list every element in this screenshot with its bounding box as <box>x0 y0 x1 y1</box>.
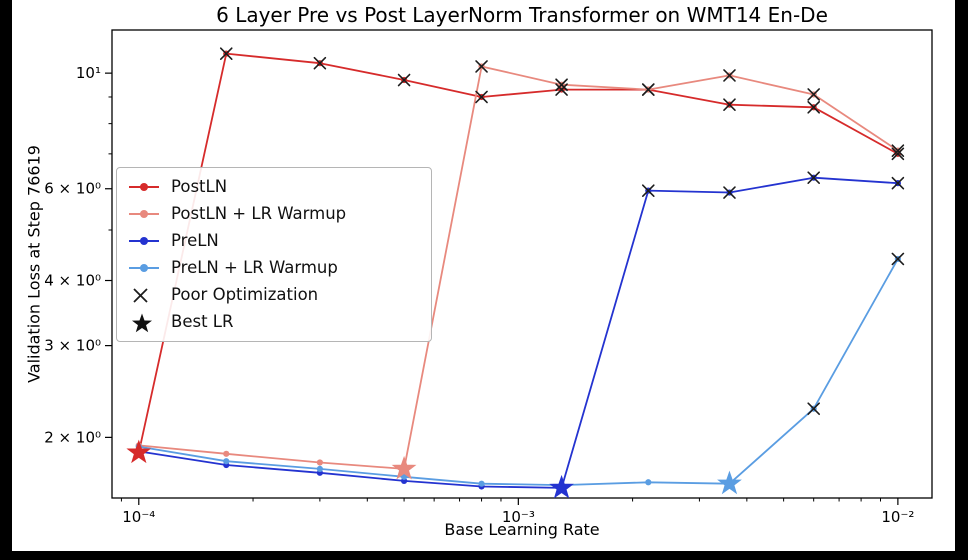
y-axis-label: Validation Loss at Step 76619 <box>24 145 44 383</box>
legend-item-postln-warmup: PostLN + LR Warmup <box>129 204 421 224</box>
best-lr-star-icon <box>129 313 159 333</box>
legend-label: Best LR <box>171 312 234 331</box>
poor-optimization-x-icon <box>129 287 159 303</box>
figure: 10⁻⁴ 10⁻³ 10⁻² 2 × 10⁰ 3 × 10⁰ 4 × 10⁰ 6 × 10⁰… <box>12 0 955 551</box>
svg-text:10¹: 10¹ <box>76 64 101 82</box>
legend-item-best-lr: Best LR <box>129 312 421 333</box>
preln-line-marker-icon <box>129 233 159 249</box>
svg-text:3 × 10⁰: 3 × 10⁰ <box>44 337 101 355</box>
chart-title: 6 Layer Pre vs Post LayerNorm Transforme… <box>216 3 828 27</box>
svg-text:10⁻⁴: 10⁻⁴ <box>122 508 155 526</box>
postln-warmup-line-marker-icon <box>129 206 159 222</box>
svg-text:4 × 10⁰: 4 × 10⁰ <box>44 272 101 290</box>
legend-label: Poor Optimization <box>171 285 319 304</box>
x-axis-label: Base Learning Rate <box>444 520 600 539</box>
legend-label: PostLN + LR Warmup <box>171 204 347 223</box>
legend-label: PreLN + LR Warmup <box>171 258 338 277</box>
postln-line-marker-icon <box>129 179 159 195</box>
svg-text:10⁻³: 10⁻³ <box>502 508 535 526</box>
preln-warmup-line-marker-icon <box>129 260 159 276</box>
svg-text:10⁻²: 10⁻² <box>881 508 914 526</box>
legend-item-preln-warmup: PreLN + LR Warmup <box>129 258 421 278</box>
svg-text:2 × 10⁰: 2 × 10⁰ <box>44 428 101 446</box>
legend-item-postln: PostLN <box>129 177 421 197</box>
legend-item-poor-optimization: Poor Optimization <box>129 285 421 305</box>
svg-text:6 × 10⁰: 6 × 10⁰ <box>44 180 101 198</box>
legend-item-preln: PreLN <box>129 231 421 251</box>
legend-label: PostLN <box>171 177 228 196</box>
legend: PostLN PostLN + LR Warmup PreLN PreLN + … <box>116 167 432 342</box>
legend-label: PreLN <box>171 231 219 250</box>
